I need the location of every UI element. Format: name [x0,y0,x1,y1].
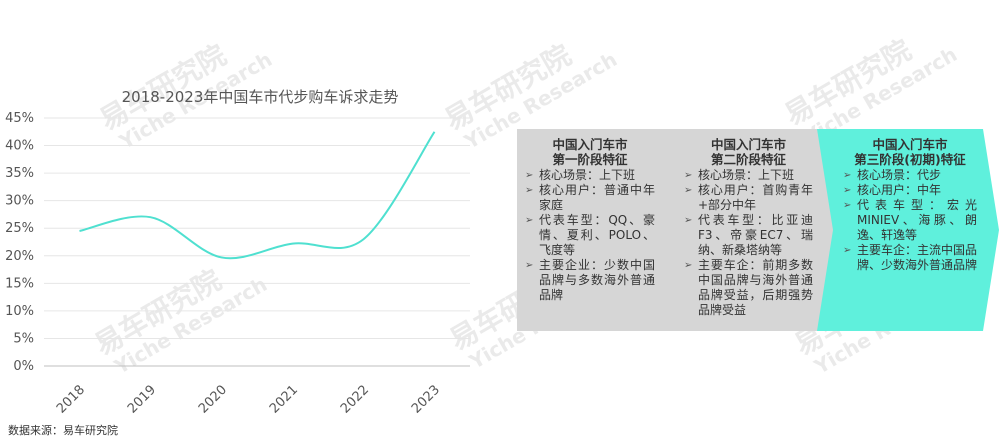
stage-1-item: 主要企业：少数中国品牌与多数海外普通品牌 [525,258,655,303]
series-line [79,131,436,260]
stage-1-item: 核心场景：上下班 [525,168,655,183]
stage-1-item: 核心用户：普通中年家庭 [525,183,655,213]
x-tick-label: 2023 [409,383,443,417]
y-tick-label: 0% [13,359,34,374]
y-tick-label: 35% [5,166,34,181]
line-chart: 0% 5% 10% 15% 20% 25% 30% 35% 40% 45% 2018 2019 202… [5,111,470,417]
stage-2: 中国入门车市 第二阶段特征 核心场景：上下班 核心用户：首购青年+部分中年 代表… [660,129,835,331]
stage-3-item: 核心场景：代步 [843,168,977,183]
x-tick-label: 2019 [125,383,159,417]
y-tick-label: 30% [5,194,34,209]
y-tick-label: 5% [13,331,34,346]
x-tick-label: 2018 [54,383,88,417]
x-tick-label: 2022 [338,383,372,417]
stage-2-item: 代表车型：比亚迪F3、帝豪EC7、瑞纳、新桑塔纳等 [684,213,813,258]
stage-3-item: 代表车型：宏光MINIEV、海豚、朗逸、轩逸等 [843,198,977,243]
y-tick-label: 10% [5,304,34,319]
data-source-note: 数据来源：易车研究院 [8,424,118,437]
y-tick-label: 40% [5,139,34,154]
stage-2-item: 主要车企：前期多数中国品牌与海外普通品牌受益，后期强势品牌受益 [684,258,813,318]
x-tick-label: 2020 [196,383,230,417]
y-tick-label: 20% [5,249,34,264]
stage-2-title: 中国入门车市 第二阶段特征 [710,137,786,167]
y-tick-label: 45% [5,111,34,126]
chart-title: 2018-2023年中国车市代步购车诉求走势 [121,88,399,106]
stage-1-title: 中国入门车市 第一阶段特征 [552,137,628,167]
stage-panel: 中国入门车市 第一阶段特征 核心场景：上下班 核心用户：普通中年家庭 代表车型：… [517,129,999,331]
stage-3-item: 核心用户：中年 [843,183,977,198]
y-tick-label: 25% [5,221,34,236]
stage-3: 中国入门车市 第三阶段(初期)特征 核心场景：代步 核心用户：中年 代表车型：宏… [817,129,999,331]
y-tick-label: 15% [5,276,34,291]
stage-1-item: 代表车型：QQ、豪情、夏利、POLO、飞度等 [525,213,655,258]
stage-2-item: 核心场景：上下班 [684,168,813,183]
stage-3-title: 中国入门车市 第三阶段(初期)特征 [854,137,966,167]
stage-1: 中国入门车市 第一阶段特征 核心场景：上下班 核心用户：普通中年家庭 代表车型：… [517,129,677,331]
x-tick-label: 2021 [267,383,301,417]
stage-2-item: 核心用户：首购青年+部分中年 [684,183,813,213]
stage-3-item: 主要车企：主流中国品牌、少数海外普通品牌 [843,243,977,273]
